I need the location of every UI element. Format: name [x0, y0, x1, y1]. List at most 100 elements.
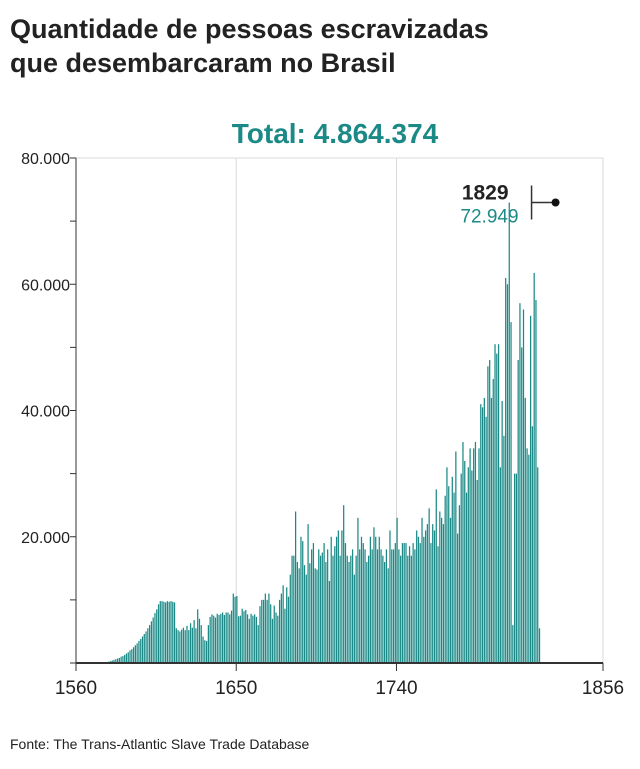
bar [148, 625, 151, 663]
bar [444, 495, 446, 663]
bar [154, 613, 156, 663]
bar [346, 555, 348, 663]
bar [132, 647, 135, 663]
bar [385, 549, 388, 663]
bar [410, 555, 412, 663]
bar [286, 587, 288, 663]
bar [473, 448, 475, 663]
bar [300, 536, 302, 663]
annotation-value: 72.949 [460, 207, 518, 228]
bar [246, 614, 249, 663]
bar [480, 404, 482, 663]
bar [305, 574, 307, 663]
bar [369, 536, 372, 663]
bar [348, 562, 350, 663]
x-tick-label: 1740 [375, 678, 417, 699]
bar [294, 511, 297, 663]
bar [205, 640, 208, 663]
bar [239, 615, 242, 663]
bar [165, 602, 167, 663]
bar [186, 625, 188, 663]
bar [405, 543, 407, 663]
bar [462, 442, 464, 663]
bar [234, 596, 236, 663]
bar [111, 660, 113, 663]
bar [464, 461, 466, 663]
bar [311, 549, 313, 663]
bar [248, 618, 250, 663]
bar [360, 536, 363, 663]
bar [170, 601, 172, 663]
bar [323, 543, 325, 663]
x-tick-label: 1560 [55, 678, 97, 699]
bar [116, 658, 119, 663]
bar [471, 470, 473, 663]
bar [223, 615, 226, 663]
bar [344, 543, 347, 663]
bar [522, 309, 525, 663]
bar [236, 596, 238, 663]
bar [314, 568, 316, 663]
bar [538, 628, 541, 663]
bar [412, 543, 414, 663]
bar [403, 543, 405, 663]
bar [455, 451, 457, 663]
bar [351, 549, 354, 663]
y-tick-label: 40.000 [21, 404, 70, 421]
y-tick-label: 80.000 [21, 151, 70, 168]
bar [328, 580, 331, 663]
bar [125, 653, 128, 663]
bar [141, 636, 144, 663]
bar [492, 378, 494, 663]
bar [312, 543, 315, 663]
bar [474, 442, 477, 663]
bar [442, 524, 445, 663]
bar [449, 517, 452, 663]
bar [157, 604, 160, 663]
bar [407, 555, 409, 663]
bar [252, 615, 254, 663]
bar [147, 628, 149, 663]
bar [384, 562, 386, 663]
bar [448, 486, 450, 663]
bar [259, 606, 261, 663]
bar [198, 618, 201, 663]
bar [257, 625, 259, 663]
bar [469, 448, 471, 663]
bar [487, 366, 489, 663]
bar [131, 649, 133, 663]
bar [282, 585, 284, 663]
bar [287, 596, 290, 663]
bar [129, 650, 131, 663]
bar [307, 524, 309, 663]
bar [218, 615, 220, 663]
bar [284, 608, 286, 663]
bar [140, 639, 142, 663]
bar [465, 492, 468, 663]
bar [513, 473, 516, 663]
bar [159, 601, 161, 663]
bar [209, 616, 211, 663]
bar [172, 601, 174, 663]
bar [446, 467, 448, 663]
bar [266, 599, 268, 663]
bar [143, 633, 145, 663]
bar [220, 613, 222, 663]
bar [426, 524, 428, 663]
bar [280, 593, 282, 663]
bar [118, 657, 120, 663]
bar [435, 489, 437, 663]
bar [113, 659, 115, 663]
bar [437, 546, 439, 663]
bar [270, 604, 272, 663]
bar [371, 549, 373, 663]
bar [353, 574, 355, 663]
bar [430, 543, 432, 663]
bar [380, 549, 382, 663]
bar [335, 536, 338, 663]
annotation-year: 1829 [462, 182, 509, 205]
bar [355, 555, 357, 663]
bar [394, 543, 396, 663]
bar [271, 618, 274, 663]
